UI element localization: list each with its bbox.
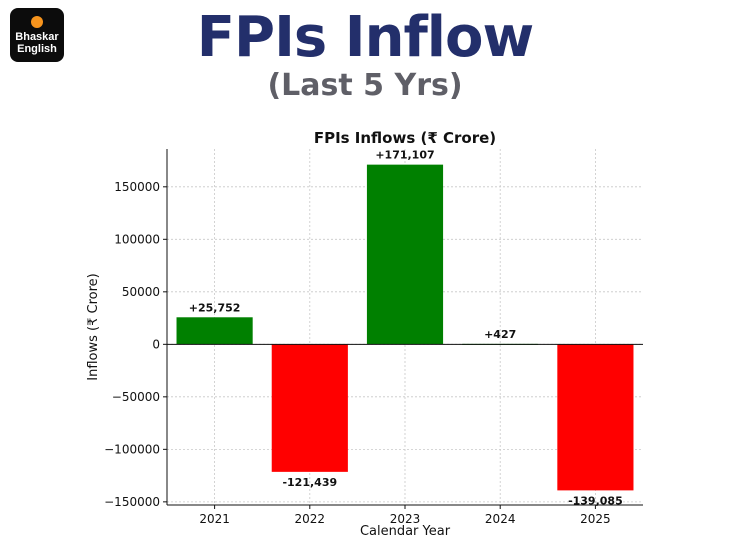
y-tick-label: −100000: [104, 442, 160, 456]
x-tick-label: 2023: [390, 512, 421, 526]
data-label: -139,085: [568, 494, 623, 507]
logo-dot-icon: [31, 15, 43, 28]
x-tick-label: 2024: [485, 512, 516, 526]
y-tick-label: 100000: [114, 232, 160, 246]
data-label: -121,439: [282, 476, 337, 489]
page-headline: FPIs Inflow: [196, 5, 534, 70]
bars: [176, 164, 634, 491]
axes: 150000 100000 50000 0 −50000 −100000 −150000 20…: [104, 149, 643, 526]
y-tick-label: 50000: [122, 285, 160, 299]
bar-2023: [366, 164, 444, 345]
data-label: +25,752: [189, 301, 241, 314]
brand-logo: Bhaskar English: [10, 8, 64, 62]
y-tick-label: −50000: [112, 390, 160, 404]
data-label: +427: [484, 328, 516, 341]
bar-2022: [271, 344, 348, 472]
logo-text-line2: English: [17, 42, 57, 55]
x-tick-label: 2025: [580, 512, 611, 526]
x-tick-label: 2021: [199, 512, 230, 526]
bar-2025: [557, 344, 634, 491]
data-label: +171,107: [375, 149, 434, 162]
x-tick-label: 2022: [295, 512, 326, 526]
logo-text-line1: Bhaskar: [15, 30, 59, 43]
y-axis-label: Inflows (₹ Crore): [86, 273, 101, 380]
bar-2021: [176, 317, 253, 345]
y-tick-label: −150000: [104, 495, 160, 509]
x-axis-label: Calendar Year: [360, 524, 451, 539]
data-labels: +25,752 -121,439 +171,107 +427 -139,085: [189, 149, 623, 508]
y-tick-label: 0: [152, 337, 160, 351]
chart-title: FPIs Inflows (₹ Crore): [314, 129, 496, 147]
y-tick-label: 150000: [114, 180, 160, 194]
page-subheadline: (Last 5 Yrs): [267, 68, 463, 103]
